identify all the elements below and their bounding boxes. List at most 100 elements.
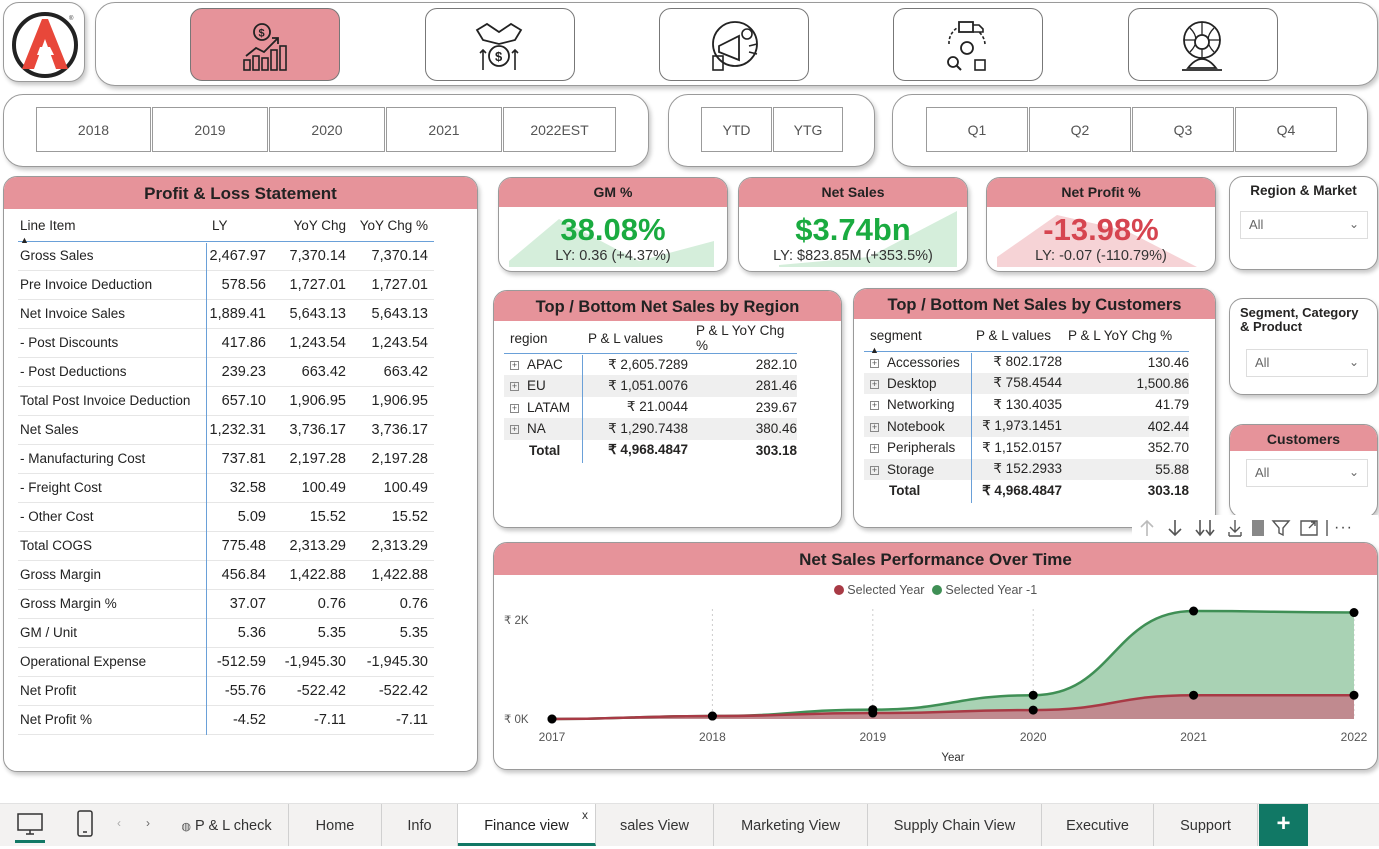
customers-dropdown[interactable]: All ⌄ — [1246, 459, 1368, 487]
region-header-region[interactable]: region — [510, 330, 548, 346]
tab-finance-view[interactable]: Finance view — [458, 804, 596, 846]
tab-sales-view[interactable]: sales View — [596, 804, 714, 846]
legend-label-selected[interactable]: Selected Year — [847, 583, 925, 597]
tab-info[interactable]: Info — [382, 804, 458, 846]
add-page-button[interactable]: + — [1259, 804, 1308, 846]
year-option-2022est[interactable]: 2022EST — [503, 107, 616, 152]
region-row[interactable]: + NA ₹ 1,290.7438 380.46 — [504, 418, 797, 440]
pl-row[interactable]: Total Post Invoice Deduction 657.10 1,906.… — [18, 386, 434, 416]
expand-plus-icon[interactable]: + — [870, 400, 879, 411]
region-header-yoy[interactable]: P & L YoY Chg % — [696, 323, 785, 353]
legend-label-prev[interactable]: Selected Year -1 — [945, 583, 1038, 597]
pl-header-line-item[interactable]: Line Item ▲ — [20, 218, 76, 245]
data-point[interactable] — [707, 711, 717, 721]
pl-row[interactable]: Operational Expense -512.59 -1,945.30 -1,94… — [18, 647, 434, 677]
pl-row[interactable]: - Post Discounts 417.86 1,243.54 1,243.54 — [18, 328, 434, 358]
customer-row[interactable]: + Accessories ₹ 802.1728 130.46 — [864, 351, 1189, 373]
pl-header-yoy-chg[interactable]: YoY Chg — [293, 218, 346, 234]
mobile-layout-icon[interactable] — [75, 809, 95, 839]
arrow-down-icon[interactable] — [1164, 517, 1186, 539]
pl-header-yoy-chg-pct[interactable]: YoY Chg % — [359, 218, 428, 234]
region-header-values[interactable]: P & L values — [588, 330, 664, 346]
pl-row[interactable]: Net Invoice Sales 1,889.41 5,643.13 5,643.1… — [18, 299, 434, 329]
expand-plus-icon[interactable]: + — [870, 357, 879, 368]
expand-plus-icon[interactable]: + — [870, 421, 879, 432]
data-point[interactable] — [547, 714, 557, 724]
customer-header-segment[interactable]: segment ▲ — [870, 328, 922, 355]
double-arrow-down-icon[interactable] — [1192, 517, 1218, 539]
line-selected-year[interactable] — [551, 693, 1354, 721]
customer-header-values[interactable]: P & L values — [976, 328, 1052, 344]
quarter-option-q4[interactable]: Q4 — [1235, 107, 1337, 152]
data-point[interactable] — [1349, 690, 1359, 700]
pl-row[interactable]: Net Profit % -4.52 -7.11 -7.11 — [18, 705, 434, 735]
customer-row[interactable]: + Peripherals ₹ 1,152.0157 352.70 — [864, 437, 1189, 459]
quarter-option-q2[interactable]: Q2 — [1029, 107, 1131, 152]
pl-header-ly[interactable]: LY — [212, 218, 228, 234]
expand-plus-icon[interactable]: + — [870, 378, 879, 389]
expand-plus-icon[interactable]: + — [510, 424, 519, 435]
data-point[interactable] — [1028, 690, 1038, 700]
pl-row[interactable]: Total COGS 775.48 2,313.29 2,313.29 — [18, 531, 434, 561]
pl-row[interactable]: Gross Margin % 37.07 0.76 0.76 — [18, 589, 434, 619]
pl-row[interactable]: - Post Deductions 239.23 663.42 663.42 — [18, 357, 434, 387]
nav-button-marketing[interactable] — [659, 8, 809, 81]
year-option-2020[interactable]: 2020 — [269, 107, 385, 152]
pl-row[interactable]: Gross Sales 2,467.97 7,370.14 7,370.14 — [18, 241, 434, 271]
focus-mode-icon[interactable] — [1298, 517, 1320, 539]
nav-button-sales-handshake[interactable]: $ — [425, 8, 575, 81]
more-options-icon[interactable]: ··· — [1334, 519, 1353, 536]
pl-row[interactable]: Gross Margin 456.84 1,422.88 1,422.88 — [18, 560, 434, 590]
quarter-option-q1[interactable]: Q1 — [926, 107, 1028, 152]
tab-support[interactable]: Support — [1154, 804, 1258, 846]
year-option-2021[interactable]: 2021 — [386, 107, 502, 152]
customer-row[interactable]: + Networking ₹ 130.4035 41.79 — [864, 394, 1189, 416]
customer-header-yoy[interactable]: P & L YoY Chg % — [1068, 328, 1173, 344]
region-row[interactable]: + APAC ₹ 2,605.7289 282.10 — [504, 354, 797, 376]
expand-plus-icon[interactable]: + — [510, 360, 519, 370]
tab-home[interactable]: Home — [289, 804, 382, 846]
pl-row[interactable]: Net Profit -55.76 -522.42 -522.42 — [18, 676, 434, 706]
arrow-up-icon[interactable] — [1136, 517, 1158, 539]
filter-icon[interactable] — [1270, 517, 1292, 539]
customer-row[interactable]: + Storage ₹ 152.2933 55.88 — [864, 458, 1189, 480]
data-point[interactable] — [1028, 705, 1038, 715]
tab-supply-chain-view[interactable]: Supply Chain View — [868, 804, 1042, 846]
region-market-dropdown[interactable]: All ⌄ — [1240, 211, 1368, 239]
year-option-2019[interactable]: 2019 — [152, 107, 268, 152]
pl-row[interactable]: Pre Invoice Deduction 578.56 1,727.01 1,727… — [18, 270, 434, 300]
tab-marketing-view[interactable]: Marketing View — [714, 804, 868, 846]
region-row[interactable]: + EU ₹ 1,051.0076 281.46 — [504, 375, 797, 397]
ytg-option[interactable]: YTG — [773, 107, 843, 152]
desktop-layout-icon[interactable] — [15, 810, 45, 840]
data-point[interactable] — [868, 708, 878, 718]
tab-scroll-left-icon[interactable]: ‹ — [117, 816, 121, 830]
nav-button-executive[interactable] — [1128, 8, 1278, 81]
segment-category-dropdown[interactable]: All ⌄ — [1246, 349, 1368, 377]
pl-row[interactable]: - Other Cost 5.09 15.52 15.52 — [18, 502, 434, 532]
data-point[interactable] — [1189, 606, 1199, 616]
customer-row[interactable]: + Desktop ₹ 758.4544 1,500.86 — [864, 372, 1189, 394]
tab-executive[interactable]: Executive — [1042, 804, 1154, 846]
tab-scroll-right-icon[interactable]: › — [146, 816, 150, 830]
pl-row[interactable]: - Freight Cost 32.58 100.49 100.49 — [18, 473, 434, 503]
expand-plus-icon[interactable]: + — [510, 381, 519, 392]
expand-plus-icon[interactable]: + — [510, 402, 519, 413]
nav-button-finance[interactable]: $ — [190, 8, 340, 81]
data-point[interactable] — [1189, 690, 1199, 700]
data-point[interactable] — [1349, 608, 1359, 618]
tab-close-icon[interactable]: x — [582, 808, 588, 822]
customer-row[interactable]: + Notebook ₹ 1,973.1451 402.44 — [864, 415, 1189, 437]
region-row[interactable]: + LATAM ₹ 21.0044 239.67 — [504, 397, 797, 419]
year-option-2018[interactable]: 2018 — [36, 107, 151, 152]
expand-plus-icon[interactable]: + — [870, 443, 879, 454]
expand-down-icon[interactable] — [1224, 517, 1246, 539]
ytd-option[interactable]: YTD — [701, 107, 772, 152]
pl-row[interactable]: Net Sales 1,232.31 3,736.17 3,736.17 — [18, 415, 434, 445]
tab-p-l-check[interactable]: ◍ P & L check — [165, 804, 289, 846]
quarter-option-q3[interactable]: Q3 — [1132, 107, 1234, 152]
pl-row[interactable]: - Manufacturing Cost 737.81 2,197.28 2,197.… — [18, 444, 434, 474]
pl-row[interactable]: GM / Unit 5.36 5.35 5.35 — [18, 618, 434, 648]
expand-plus-icon[interactable]: + — [870, 464, 879, 475]
nav-button-supply-chain[interactable] — [893, 8, 1043, 81]
